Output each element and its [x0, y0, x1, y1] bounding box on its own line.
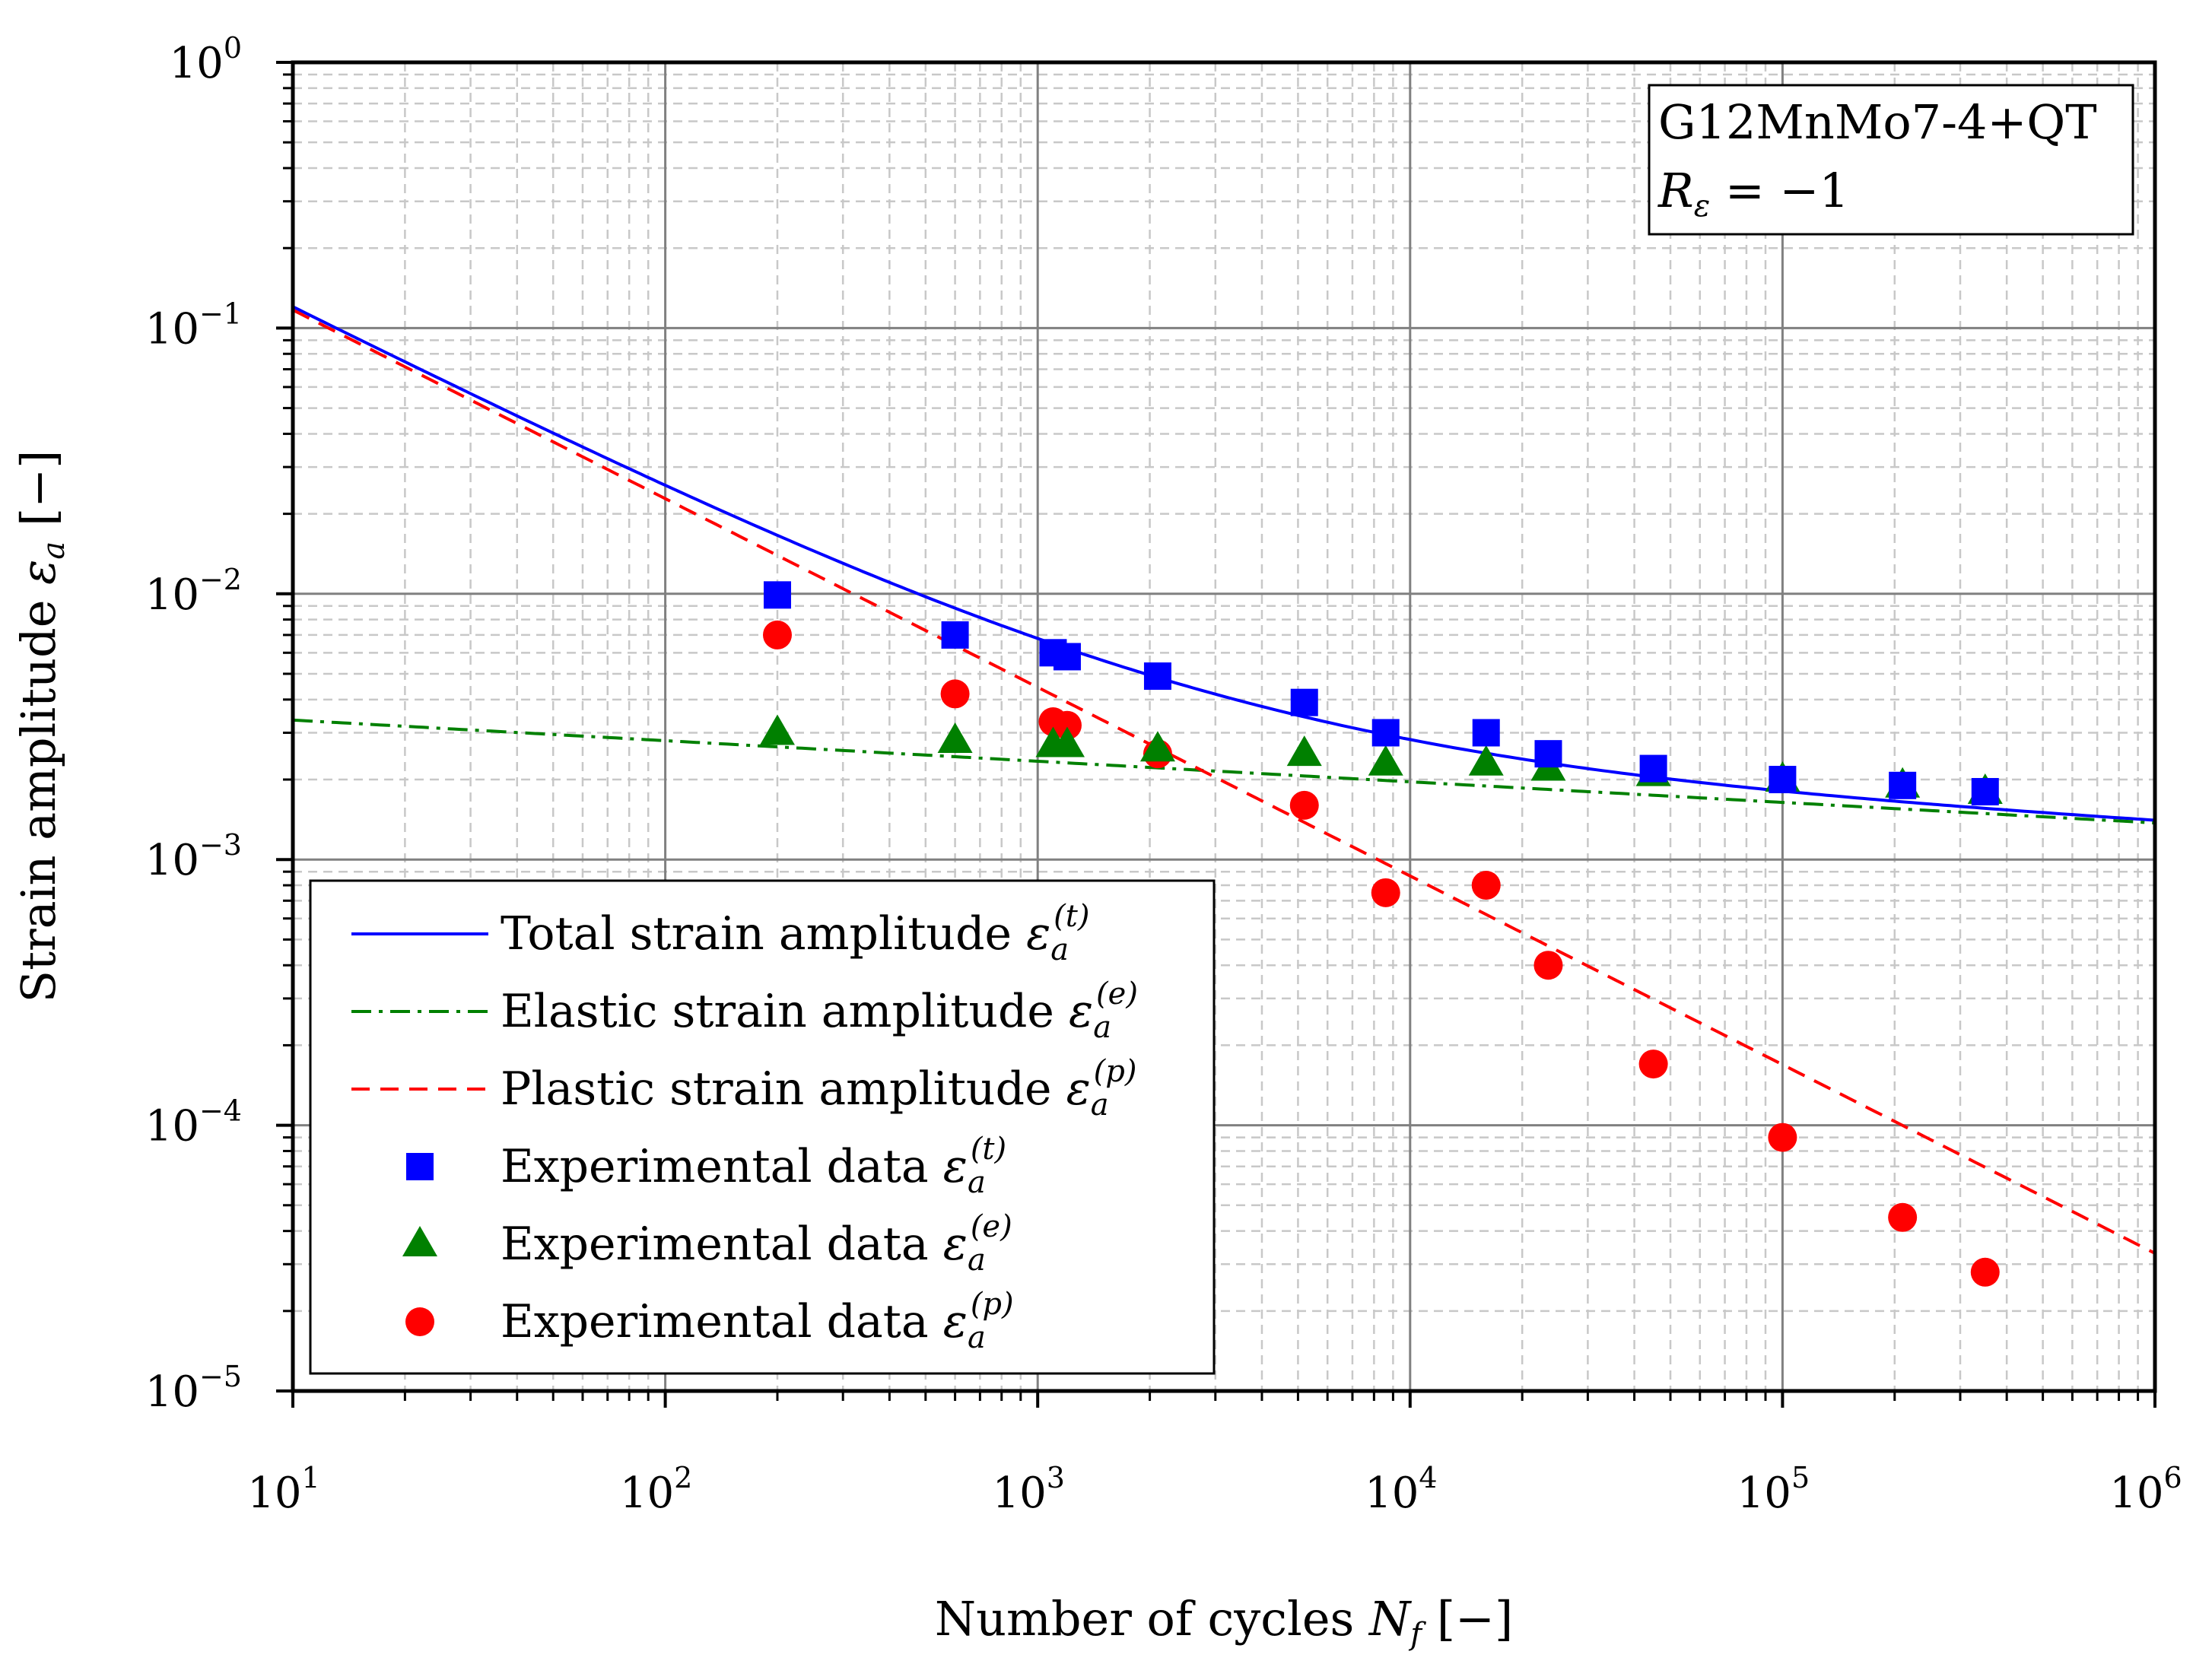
legend-entry: Experimental data εa(p) — [405, 1287, 1014, 1355]
legend-entry: Experimental data εa(e) — [402, 1209, 1012, 1278]
y-tick-label: 10−4 — [145, 1094, 242, 1151]
exp_elastic-point — [759, 714, 795, 745]
exp_elastic-point — [1286, 735, 1322, 767]
x-tick-label: 105 — [1737, 1461, 1810, 1518]
exp_total-point — [1290, 688, 1318, 716]
legend-entry: Experimental data εa(t) — [406, 1132, 1006, 1200]
exp_total-point — [1639, 754, 1667, 783]
experimental-markers — [759, 581, 2003, 1287]
annotation-ratio: Rε = −1 — [1657, 163, 1849, 224]
x-tick-label: 103 — [992, 1461, 1064, 1518]
y-tick-label: 10−2 — [145, 563, 242, 620]
x-tick-label: 104 — [1365, 1461, 1437, 1518]
y-tick-label: 10−3 — [145, 828, 242, 885]
exp_elastic-point — [1368, 745, 1403, 776]
y-tick-label: 100 — [170, 31, 242, 88]
exp_total-point — [1143, 662, 1171, 691]
legend-swatch-exp_total — [406, 1153, 434, 1180]
exp_total-point — [941, 621, 969, 649]
legend-label: Total strain amplitude εa(t) — [501, 899, 1089, 967]
annotation-box — [1648, 84, 2134, 236]
elastic-strain-curve — [293, 718, 2155, 825]
x-tick-label: 106 — [2109, 1461, 2182, 1518]
exp_elastic-point — [1139, 731, 1175, 762]
exp_plastic-point — [1289, 790, 1319, 820]
legend: Total strain amplitude εa(t) Elastic stra… — [309, 879, 1216, 1375]
legend-box — [309, 879, 1216, 1375]
minor-grid — [293, 62, 2155, 1391]
legend-entry: Total strain amplitude εa(t) — [351, 899, 1089, 967]
legend-swatch-exp_plastic — [405, 1307, 434, 1336]
exp_plastic-point — [1768, 1123, 1797, 1152]
exp_total-point — [1971, 778, 1999, 806]
exp_total-point — [1053, 643, 1081, 671]
legend-label: Experimental data εa(t) — [501, 1132, 1006, 1200]
legend-label: Experimental data εa(e) — [501, 1209, 1012, 1278]
x-axis-label: Number of cycles Nf [−] — [935, 1591, 1513, 1652]
y-tick-label: 10−1 — [145, 297, 242, 354]
exp_plastic-point — [1371, 878, 1400, 907]
legend-label: Elastic strain amplitude εa(e) — [501, 976, 1138, 1045]
exp_total-point — [1472, 719, 1500, 747]
legend-entry: Elastic strain amplitude εa(e) — [351, 976, 1138, 1045]
exp_elastic-point — [937, 722, 973, 753]
y-tick-label: 10−5 — [145, 1360, 242, 1417]
exp_total-point — [763, 581, 791, 609]
legend-label: Plastic strain amplitude εa(p) — [501, 1054, 1136, 1123]
exp_plastic-point — [1533, 951, 1563, 980]
exp_elastic-point — [1049, 726, 1085, 757]
exp_total-point — [1534, 740, 1562, 768]
plastic-strain-curve — [293, 308, 2155, 1255]
annotation-material: G12MnMo7-4+QT — [1658, 94, 2097, 150]
exp_total-point — [1889, 771, 1917, 799]
exp_total-point — [1371, 719, 1400, 747]
exp_total-point — [1769, 766, 1797, 794]
exp_plastic-point — [1970, 1257, 2000, 1287]
exp_plastic-point — [1052, 710, 1082, 740]
x-tick-label: 102 — [620, 1461, 692, 1518]
legend-label: Experimental data εa(p) — [501, 1287, 1014, 1355]
exp_plastic-point — [762, 620, 792, 649]
exp_plastic-point — [1638, 1050, 1668, 1079]
tick-labels: 101 102 103 104 105 106 100 10−1 10−2 10−3 10−4 10−… — [145, 31, 2182, 1518]
legend-swatch-exp_elastic — [402, 1226, 437, 1256]
material-annotation: G12MnMo7-4+QT Rε = −1 — [1648, 84, 2134, 236]
model-curves — [293, 305, 2155, 1255]
exp_plastic-point — [1471, 871, 1501, 900]
exp_plastic-point — [1888, 1202, 1918, 1232]
axis-ticks — [276, 61, 2156, 1408]
y-axis-label: Strain amplitude εa [−] — [11, 450, 72, 1003]
plot-frame — [291, 60, 2157, 1393]
exp_plastic-point — [940, 679, 970, 709]
x-tick-label: 101 — [247, 1461, 319, 1518]
exp_elastic-point — [1468, 745, 1504, 776]
legend-entry: Plastic strain amplitude εa(p) — [351, 1054, 1136, 1123]
total-strain-curve — [293, 305, 2155, 822]
